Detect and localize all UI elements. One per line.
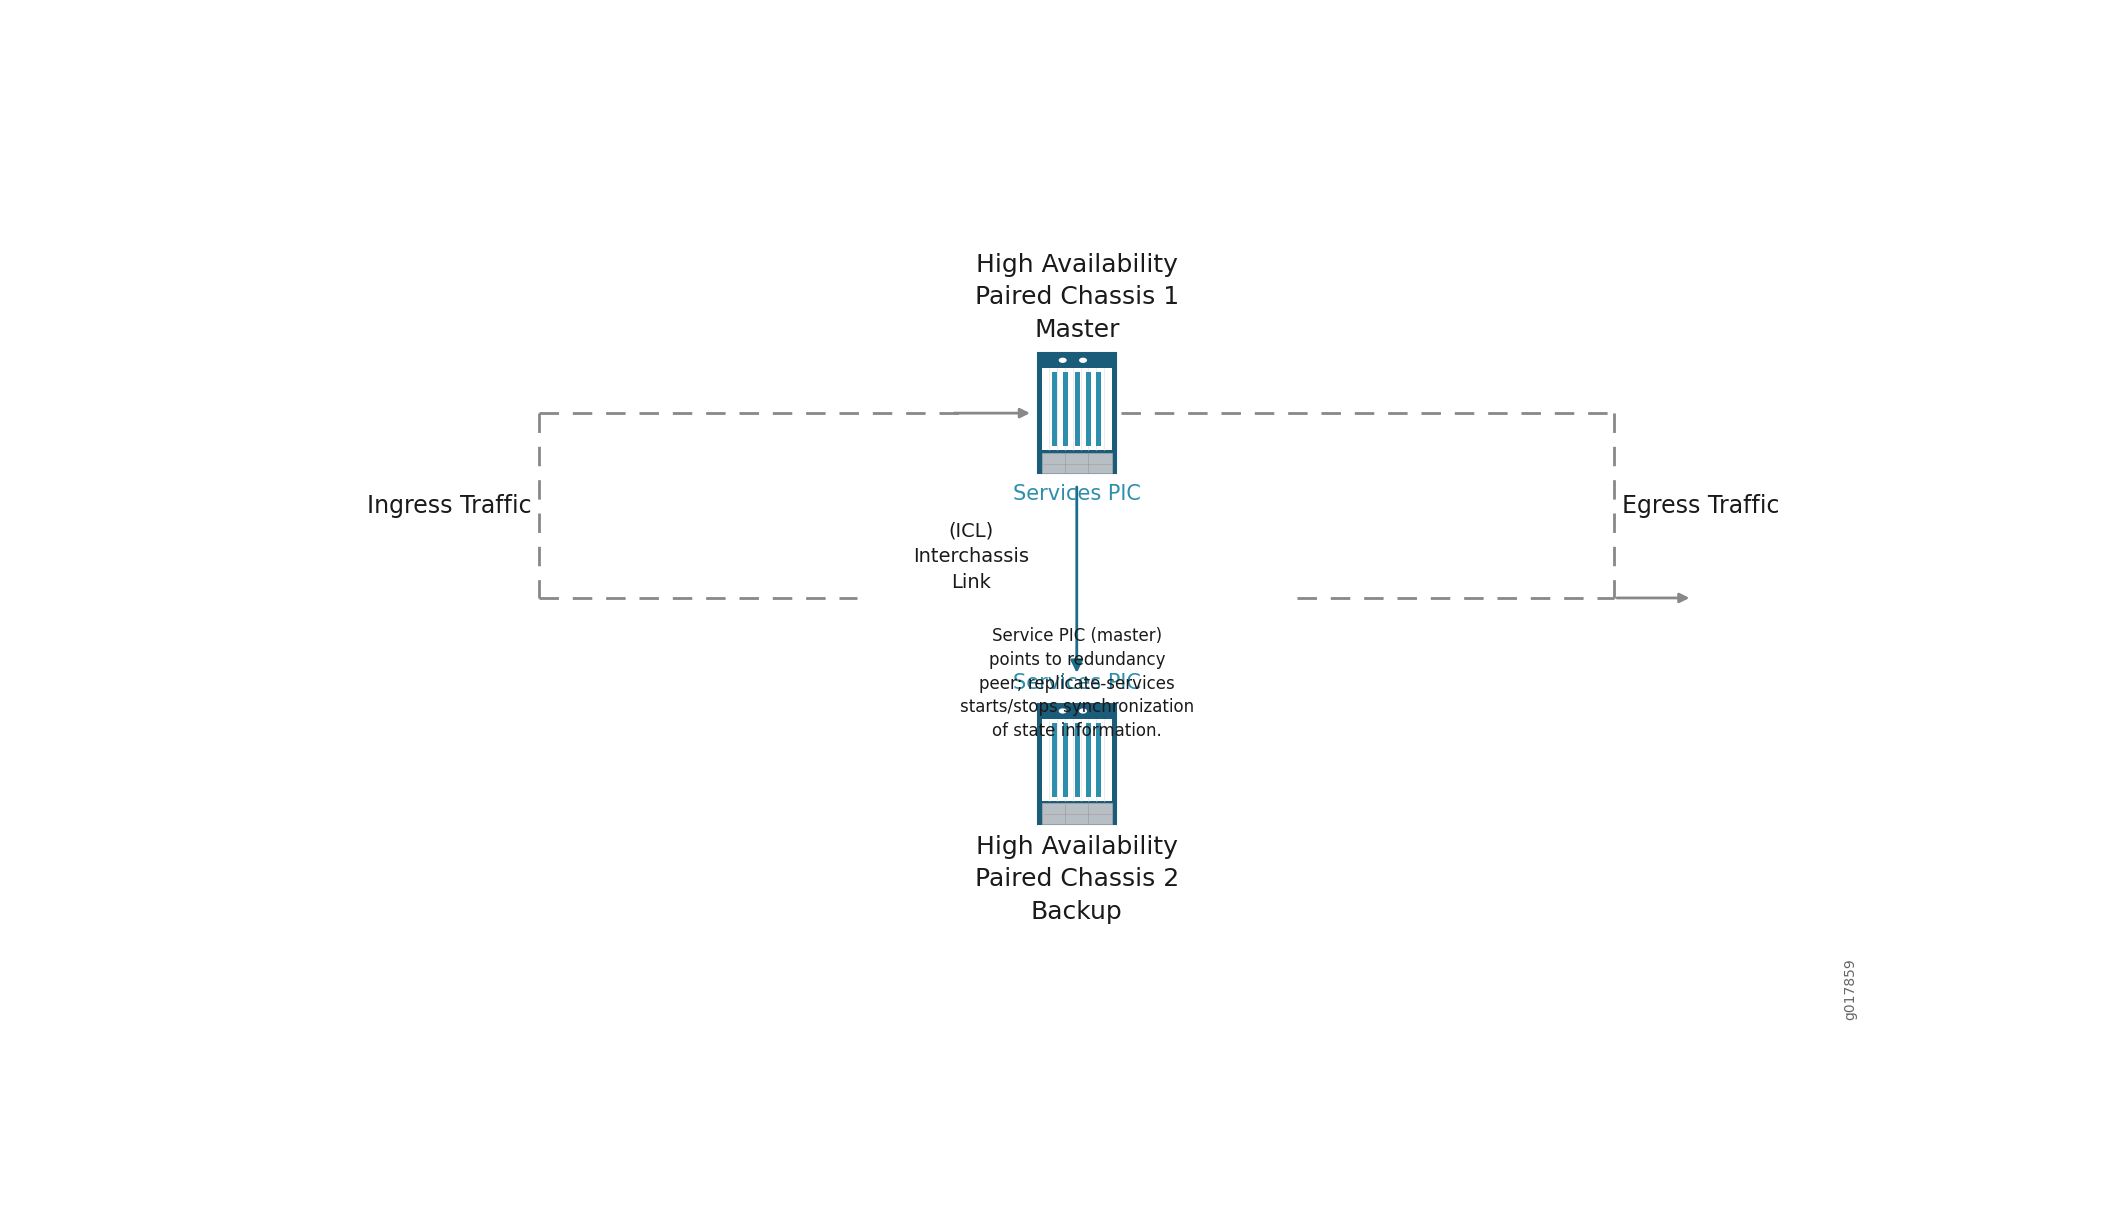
Bar <box>1038 353 1116 473</box>
Bar <box>1042 719 1111 801</box>
Text: High Availability
Paired Chassis 2
Backup: High Availability Paired Chassis 2 Backu… <box>975 835 1179 924</box>
Bar <box>1097 723 1101 796</box>
Bar <box>1042 464 1111 473</box>
Text: High Availability
Paired Chassis 1
Master: High Availability Paired Chassis 1 Maste… <box>975 252 1179 342</box>
Circle shape <box>1059 709 1065 713</box>
Text: (ICL)
Interchassis
Link: (ICL) Interchassis Link <box>914 521 1029 592</box>
Bar <box>1063 723 1067 796</box>
Bar <box>1076 723 1080 796</box>
Text: Ingress Traffic: Ingress Traffic <box>368 494 532 517</box>
Bar <box>1076 373 1080 446</box>
Bar <box>1042 804 1111 815</box>
Bar <box>1042 815 1111 824</box>
Bar <box>1042 368 1111 451</box>
Circle shape <box>1080 709 1086 713</box>
Circle shape <box>1059 358 1065 362</box>
Text: Services PIC: Services PIC <box>1013 673 1141 693</box>
Bar <box>1053 723 1057 796</box>
Text: g017859: g017859 <box>1843 958 1857 1019</box>
Bar <box>1063 373 1067 446</box>
Bar <box>1038 704 1116 824</box>
Circle shape <box>1080 358 1086 362</box>
Bar <box>1086 373 1090 446</box>
Bar <box>1086 723 1090 796</box>
Bar <box>1097 373 1101 446</box>
Text: Services PIC: Services PIC <box>1013 484 1141 505</box>
Bar <box>1053 373 1057 446</box>
Text: Service PIC (master)
points to redundancy
peer; replicate-services
starts/stops : Service PIC (master) points to redundanc… <box>960 628 1193 740</box>
Text: Egress Traffic: Egress Traffic <box>1622 494 1780 517</box>
Bar <box>1042 453 1111 464</box>
